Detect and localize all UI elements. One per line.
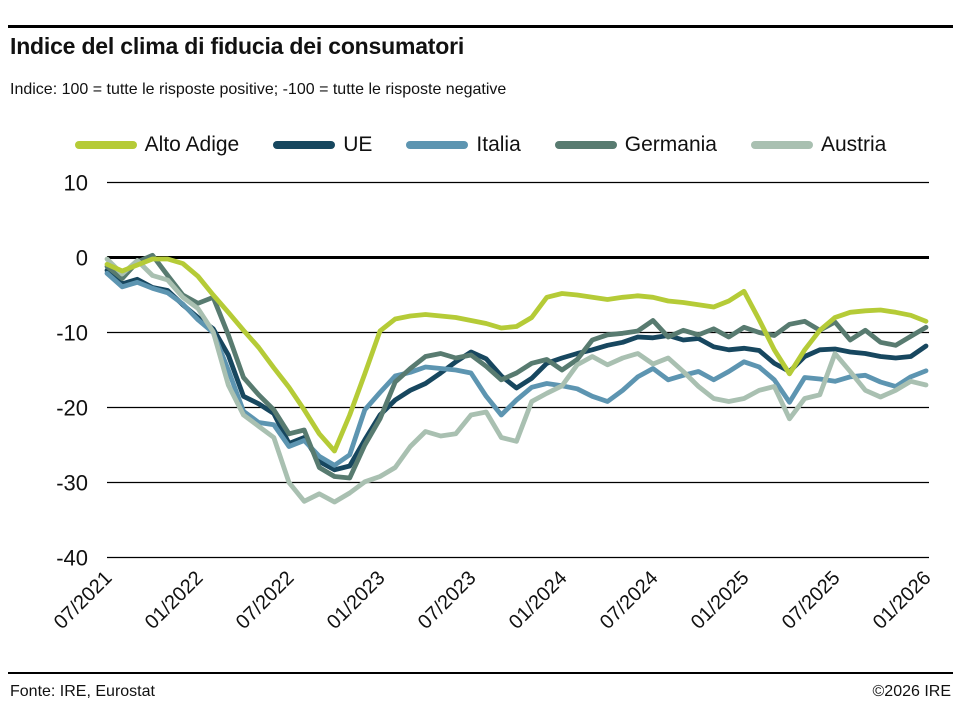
page-title: Indice del clima di fiducia dei consumat… [10, 33, 465, 59]
x-axis-tick-label: 01/2022 [141, 567, 208, 634]
legend-swatch-austria [750, 141, 813, 149]
legend-swatch-ue [273, 141, 336, 149]
x-axis-tick-label: 01/2026 [869, 567, 936, 634]
series-line-austria [104, 256, 929, 505]
legend-item-alto-adige: Alto Adige [74, 133, 240, 157]
chart-legend: Alto Adige UE Italia Germania Austria [0, 130, 961, 160]
legend-item-italia: Italia [406, 133, 521, 157]
copyright-note: ©2026 IRE [872, 683, 952, 700]
x-axis-tick-label: 01/2024 [505, 567, 572, 634]
legend-item-germania: Germania [554, 133, 717, 157]
legend-swatch-alto-adige [74, 141, 137, 149]
y-axis-tick-label: -10 [56, 321, 88, 346]
x-axis-tick-label: 07/2022 [232, 567, 299, 634]
y-axis-tick-label: -40 [56, 546, 88, 571]
x-axis-tick-label: 01/2023 [323, 567, 390, 634]
x-axis-tick-label: 01/2025 [687, 567, 754, 634]
legend-item-ue: UE [273, 133, 372, 157]
legend-label: UE [343, 133, 373, 156]
y-axis-tick-label: -20 [56, 396, 88, 421]
top-divider [8, 25, 953, 28]
legend-label: Austria [820, 133, 887, 156]
source-note: Fonte: IRE, Eurostat [10, 683, 155, 700]
series-line-alto-adige [104, 256, 929, 454]
footer-divider [8, 672, 953, 674]
y-axis-tick-label: 10 [64, 171, 88, 196]
legend-label: Alto Adige [144, 133, 240, 156]
y-axis-tick-label: 0 [76, 246, 88, 271]
x-axis-tick-label: 07/2025 [778, 567, 845, 634]
legend-label: Germania [624, 133, 717, 156]
legend-label: Italia [476, 133, 521, 156]
x-axis-tick-label: 07/2024 [596, 567, 663, 634]
legend-swatch-germania [554, 141, 617, 149]
chart-subtitle: Indice: 100 = tutte le risposte positive… [10, 81, 507, 98]
legend-swatch-italia [406, 141, 469, 149]
legend-item-austria: Austria [750, 133, 887, 157]
y-axis-tick-label: -30 [56, 471, 88, 496]
series-line-germania [104, 252, 929, 481]
x-axis-tick-label: 07/2021 [50, 567, 117, 634]
x-axis-tick-label: 07/2023 [414, 567, 481, 634]
